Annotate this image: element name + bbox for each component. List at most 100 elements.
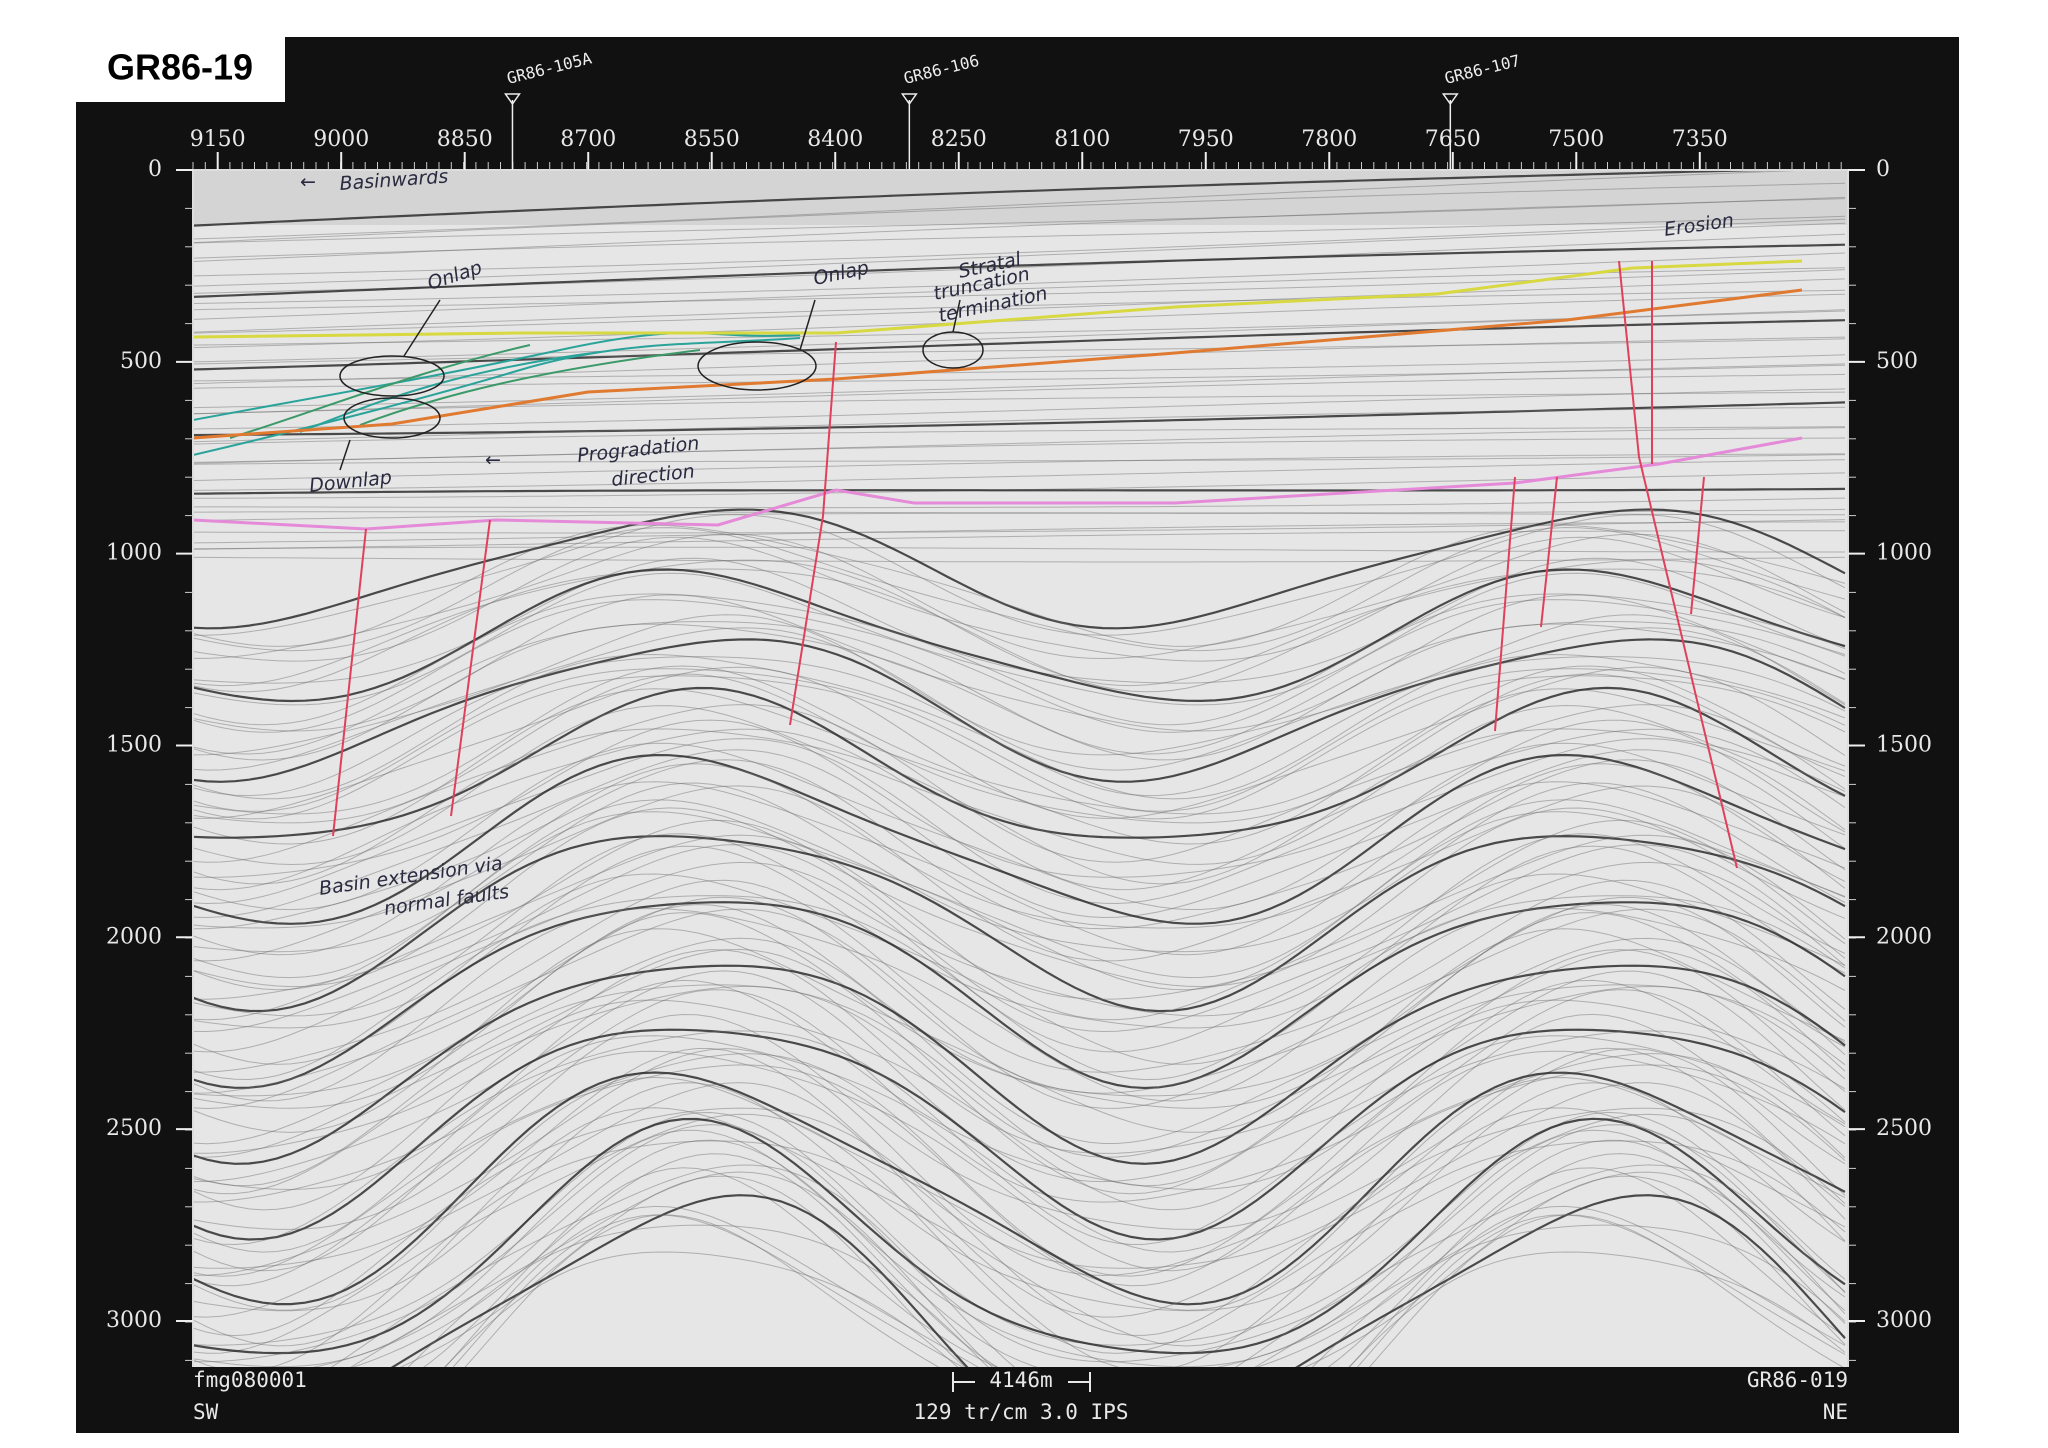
well-triangle — [1441, 93, 1459, 106]
reflector — [193, 530, 1845, 550]
y-tick-label: 2500 — [106, 1116, 162, 1141]
reflector — [330, 1164, 1846, 1367]
reflector — [193, 338, 1846, 365]
scale-bar-label: 4146m — [989, 1368, 1052, 1392]
reflector — [193, 391, 1846, 415]
reflector — [193, 1129, 1846, 1367]
reflector — [193, 198, 1846, 262]
reflector — [193, 437, 1846, 464]
direction: NE — [1823, 1400, 1848, 1424]
reflector — [193, 1071, 1846, 1306]
reflector — [193, 388, 1846, 430]
x-tick-label: 7350 — [1672, 127, 1728, 152]
reflector — [193, 728, 1846, 885]
reflector — [444, 1251, 1846, 1367]
y-tick-label: 1500 — [106, 732, 162, 757]
reflector — [193, 243, 1846, 298]
reflector — [423, 1167, 1846, 1367]
reflector — [193, 782, 1846, 953]
annotation-leader — [339, 299, 961, 471]
title-box — [76, 37, 285, 102]
reflector — [193, 526, 1846, 652]
reflector — [193, 964, 1846, 1165]
reflector — [193, 620, 1846, 755]
reflector — [193, 686, 1846, 839]
fault — [1540, 476, 1558, 628]
reflector — [193, 514, 1846, 636]
reflector — [193, 688, 1846, 845]
reflector — [193, 819, 1846, 1000]
reflector — [193, 1013, 1846, 1230]
x-tick-label: 8850 — [437, 127, 493, 152]
y-tick-label: 3000 — [106, 1308, 162, 1333]
reflector — [193, 895, 1846, 1081]
reflector — [193, 269, 1846, 311]
reflector — [193, 656, 1846, 797]
reflector — [193, 948, 1846, 1158]
reflector — [464, 1214, 1844, 1367]
y-tick-label: 0 — [1876, 157, 1890, 182]
annotation-ellipse — [343, 397, 441, 439]
reflector — [193, 704, 1846, 866]
reflector — [193, 738, 1846, 905]
reflector — [407, 1224, 1846, 1367]
reflector — [193, 401, 1846, 437]
reflector — [193, 908, 1846, 1110]
reflector — [193, 799, 1846, 979]
x-tick-label: 8100 — [1054, 127, 1110, 152]
fault — [332, 528, 367, 837]
y-tick-label: 0 — [148, 157, 162, 182]
x-tick-label: 7650 — [1425, 127, 1481, 152]
reflector — [193, 487, 1846, 495]
reflector — [193, 834, 1846, 1021]
display-settings: 129 tr/cm 3.0 IPS — [914, 1400, 1129, 1424]
fault — [789, 341, 837, 726]
y-tick-label: 1500 — [1876, 732, 1932, 757]
reflector — [193, 912, 1846, 1109]
reflector — [193, 546, 1845, 553]
reflector — [193, 759, 1846, 930]
line-id: GR86-019 — [1747, 1368, 1848, 1392]
x-tick-label: 8250 — [931, 127, 987, 152]
reflector — [193, 170, 1804, 227]
direction: SW — [193, 1400, 219, 1424]
reflector — [193, 728, 1846, 891]
reflector — [193, 524, 1846, 647]
interpretation — [193, 259, 1803, 869]
y-tick-label: 2000 — [106, 924, 162, 949]
reflector — [193, 559, 1846, 687]
reflector — [193, 1113, 1846, 1354]
reflector — [193, 459, 1846, 491]
reflector — [193, 970, 1846, 1183]
reflector — [193, 406, 1846, 443]
reflector — [193, 218, 1846, 277]
reflector — [193, 1107, 1846, 1337]
reflector — [193, 1053, 1846, 1277]
reflector — [193, 984, 1846, 1187]
reflector — [193, 508, 1846, 514]
reflector — [193, 289, 1846, 333]
reflector — [193, 742, 1846, 911]
y-tick-label: 2000 — [1876, 924, 1932, 949]
reflector — [193, 508, 1846, 630]
reflector — [193, 454, 1846, 465]
reflector — [193, 668, 1846, 812]
annotation-ellipse — [339, 355, 445, 397]
footer: fmg080001 SW 4146m 129 tr/cm 3.0 IPS GR8… — [193, 1368, 1848, 1424]
reflector — [352, 1153, 1846, 1367]
reflector — [193, 182, 1846, 244]
reflector — [193, 196, 1846, 244]
reflector — [193, 1140, 1846, 1367]
reflector — [444, 1205, 1846, 1367]
seismic-image — [193, 170, 1848, 1367]
reflector — [452, 1214, 1846, 1367]
reflector — [193, 989, 1846, 1203]
reflector — [193, 627, 1846, 771]
reflector — [193, 1124, 1846, 1363]
reflector — [193, 354, 1846, 382]
fault — [1494, 476, 1516, 732]
reflector — [193, 653, 1846, 800]
reflector — [193, 675, 1846, 820]
file-id: fmg080001 — [193, 1368, 307, 1392]
reflector — [193, 614, 1846, 756]
